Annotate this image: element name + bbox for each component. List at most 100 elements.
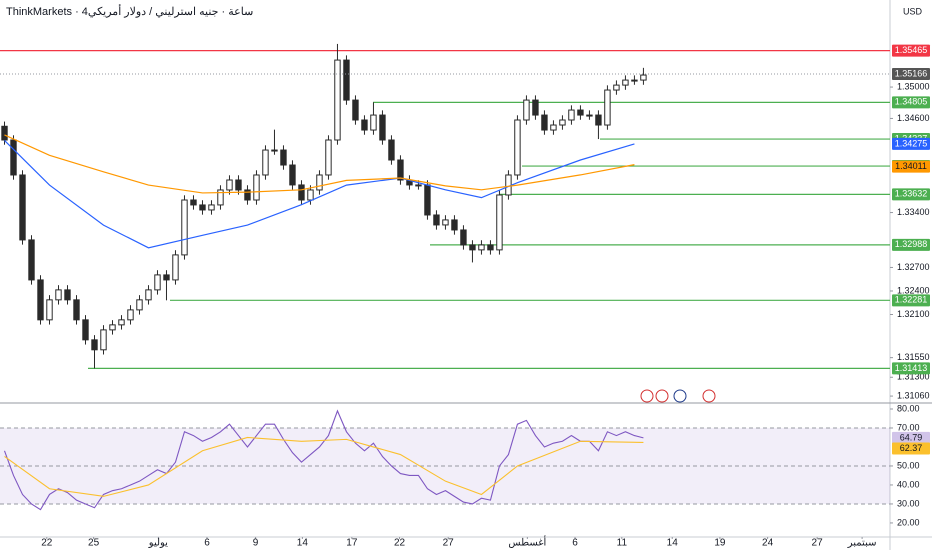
rsi-value-label-box	[892, 431, 930, 444]
candle-body	[145, 289, 152, 301]
x-tick-label: 22	[41, 538, 53, 549]
candle-body	[532, 99, 539, 116]
x-tick-label: 24	[762, 538, 774, 549]
candle-body	[307, 189, 314, 201]
candle-body	[550, 124, 557, 131]
candle-body	[289, 164, 296, 186]
candle-body	[298, 184, 305, 201]
candle-body	[595, 114, 602, 126]
candle-body	[622, 79, 629, 86]
level-label-box	[892, 294, 930, 307]
event-icons	[640, 389, 716, 403]
level-label-box	[892, 96, 930, 109]
candle-body	[424, 184, 431, 216]
candle-body	[343, 59, 350, 101]
x-tick-label: سبتمبر	[847, 538, 877, 549]
x-tick-label: 11	[617, 538, 628, 549]
candle-body	[379, 114, 386, 141]
event-icon[interactable]	[702, 389, 716, 403]
candle-body	[64, 289, 71, 301]
candle-body	[10, 139, 17, 176]
candle-body	[514, 119, 521, 176]
candle-body	[316, 174, 323, 191]
candle-body	[208, 204, 215, 211]
level-label: 1.31413	[895, 363, 928, 373]
candle-body	[109, 324, 116, 331]
candle-body	[415, 184, 422, 187]
y-tick-label: 1.32700	[897, 262, 930, 272]
x-tick-label: 14	[297, 538, 309, 549]
candle-body	[523, 99, 530, 121]
y-tick-label: 20.00	[897, 517, 920, 527]
y-tick-label: 1.33400	[897, 207, 930, 217]
candle-body	[46, 299, 53, 321]
x-tick-label: 14	[667, 538, 679, 549]
x-tick-label: أغسطس	[508, 536, 546, 549]
candle-body	[55, 289, 62, 301]
candle-body	[325, 139, 332, 176]
y-tick-label: 50.00	[897, 460, 920, 470]
y-tick-label: 30.00	[897, 498, 920, 508]
x-tick-label: 27	[812, 538, 824, 549]
last-price-label: 1.35166	[895, 68, 928, 78]
candle-body	[352, 99, 359, 121]
level-label-box	[892, 44, 930, 57]
candle-body	[19, 174, 26, 241]
candle-body	[253, 174, 260, 201]
ma-value-label: 1.34275	[895, 138, 928, 148]
y-tick-label: 1.31300	[897, 372, 930, 382]
candle-body	[397, 159, 404, 181]
event-icon[interactable]	[673, 389, 687, 403]
candle-body	[271, 149, 278, 152]
candle-body	[172, 254, 179, 281]
candle-body	[37, 279, 44, 321]
candle-body	[73, 299, 80, 321]
candle-body	[460, 229, 467, 246]
ma-value-label: 1.34011	[895, 161, 927, 171]
x-tick-label: 25	[88, 538, 100, 549]
candle-body	[118, 319, 125, 326]
candle-body	[640, 74, 647, 81]
candle-body	[262, 149, 269, 176]
candle-body	[631, 79, 638, 82]
candle-body	[82, 319, 89, 341]
rsi-ma	[4, 436, 644, 497]
ma-value-label-box	[892, 137, 930, 150]
event-icon[interactable]	[655, 389, 669, 403]
candle-body	[478, 244, 485, 251]
level-label: 1.33632	[895, 189, 928, 199]
x-tick-label: 6	[204, 538, 210, 549]
candle-body	[334, 59, 341, 141]
candle-body	[604, 89, 611, 126]
y-tick-label: 70.00	[897, 422, 920, 432]
event-icon[interactable]	[640, 389, 654, 403]
y-tick-label: 80.00	[897, 403, 920, 413]
candle-body	[370, 114, 377, 131]
candle-body	[361, 119, 368, 131]
candle-body	[433, 214, 440, 226]
candle-body	[199, 204, 206, 211]
rsi-ma-value-label-box	[892, 442, 930, 455]
candle-body	[469, 244, 476, 251]
level-label: 1.34805	[895, 97, 928, 107]
level-label-box	[892, 188, 930, 201]
y-tick-label: 1.32400	[897, 285, 930, 295]
candle-body	[154, 274, 161, 291]
currency-label: USD	[903, 6, 923, 16]
candle-body	[100, 329, 107, 351]
candle-body	[613, 84, 620, 91]
moving-average	[4, 134, 635, 194]
y-tick-label: 1.34600	[897, 113, 930, 123]
candle-body	[91, 339, 98, 351]
x-tick-label: 9	[253, 538, 259, 549]
x-tick-label: 17	[346, 538, 358, 549]
level-label: 1.35465	[895, 45, 928, 55]
candle-body	[136, 299, 143, 311]
level-label-box	[892, 362, 930, 375]
candle-body	[388, 139, 395, 161]
candle-body	[235, 179, 242, 191]
x-tick-label: 19	[714, 538, 726, 549]
y-tick-label: 40.00	[897, 479, 920, 489]
candle-body	[586, 114, 593, 117]
